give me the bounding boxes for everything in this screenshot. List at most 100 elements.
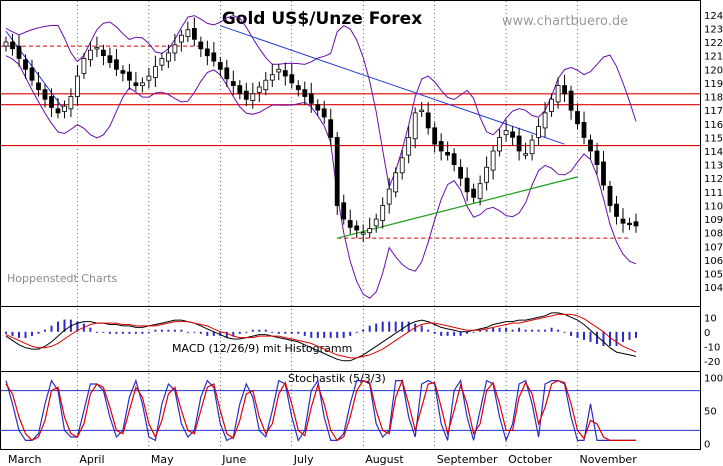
candle-body	[276, 68, 282, 73]
candle-body	[406, 136, 412, 156]
macd-histogram-bar	[531, 329, 534, 332]
candle-body	[16, 45, 22, 59]
candle-body	[88, 49, 93, 61]
candle-body	[302, 89, 308, 97]
macd-histogram-bar	[264, 329, 267, 332]
candle-body	[568, 90, 574, 111]
candle-body	[484, 166, 490, 183]
macd-histogram-bar	[342, 331, 345, 338]
price-tick-label: 1100	[704, 202, 723, 213]
stochastic-k-line	[5, 378, 636, 443]
price-tick-label: 1230	[704, 24, 723, 35]
candle-body	[438, 141, 444, 152]
macd-histogram-bar	[24, 331, 27, 338]
candle-body	[464, 177, 470, 193]
macd-histogram-bar	[303, 331, 306, 336]
macd-histogram-bar	[550, 327, 553, 332]
candle-body	[516, 135, 522, 152]
chart-title: Gold US$/Unze Forex	[222, 9, 422, 29]
candle-body	[191, 27, 197, 40]
candle-body	[107, 55, 113, 63]
price-tick-label: 1090	[704, 215, 723, 226]
macd-tick-label: -10	[704, 342, 720, 353]
price-tick-label: 1160	[704, 120, 723, 131]
macd-histogram-bar	[76, 321, 79, 332]
macd-histogram-bar	[635, 331, 637, 338]
macd-histogram-bar	[225, 331, 228, 338]
candle-body	[49, 96, 54, 108]
macd-histogram-bar	[238, 331, 241, 334]
macd-histogram-bar	[563, 331, 566, 333]
candle-body	[224, 67, 230, 80]
candle-body	[341, 202, 347, 220]
macd-histogram-bar	[498, 327, 501, 332]
month-label: October	[508, 453, 552, 466]
month-label: March	[8, 453, 42, 466]
candle-body	[445, 151, 451, 156]
candle-body	[94, 47, 100, 50]
candle-body	[159, 58, 165, 66]
candle-body	[536, 126, 541, 138]
stoch-marks	[1, 378, 700, 443]
macd-histogram-bar	[576, 331, 579, 338]
price-tick-label: 1120	[704, 174, 723, 185]
macd-histogram-bar	[362, 329, 365, 332]
macd-histogram-bar	[615, 331, 618, 346]
macd-histogram-bar	[297, 331, 300, 334]
macd-histogram-bar	[11, 331, 14, 336]
candle-body	[347, 220, 353, 228]
candle-body	[243, 90, 249, 100]
candle-body	[503, 130, 509, 136]
macd-histogram-bar	[115, 331, 118, 334]
macd-histogram-bar	[154, 329, 157, 332]
macd-histogram-bar	[310, 331, 313, 338]
macd-histogram-bar	[433, 331, 436, 334]
macd-histogram-bar	[180, 329, 183, 332]
candle-body	[198, 41, 204, 50]
macd-histogram-bar	[121, 331, 124, 334]
candle-body	[529, 139, 535, 155]
macd-histogram-bar	[251, 329, 254, 332]
macd-histogram-bar	[206, 331, 209, 336]
macd-histogram-bar	[141, 331, 144, 334]
candle-body	[542, 112, 548, 129]
macd-histogram-bar	[602, 331, 605, 346]
candle-body	[380, 205, 386, 221]
macd-histogram-bar	[518, 327, 521, 332]
march-trendline	[5, 30, 65, 111]
macd-histogram-bar	[557, 329, 560, 332]
candle-body	[146, 75, 152, 81]
macd-histogram-bar	[511, 329, 514, 332]
macd-histogram-bar	[329, 331, 332, 338]
macd-histogram-bar	[316, 331, 319, 338]
candle-body	[178, 34, 184, 43]
macd-histogram-bar	[628, 331, 631, 340]
candle-body	[373, 218, 379, 227]
price-tick-label: 1040	[704, 283, 723, 294]
month-label: April	[79, 453, 104, 466]
month-label: September	[437, 453, 498, 466]
macd-histogram-bar	[44, 329, 46, 332]
candle-body	[152, 66, 158, 78]
candle-body	[68, 96, 74, 110]
macd-marks	[5, 312, 637, 362]
macd-histogram-bar	[485, 329, 488, 332]
macd-histogram-bar	[102, 331, 105, 333]
price-tick-label: 1150	[704, 133, 723, 144]
candle-body	[510, 131, 516, 138]
candle-body	[133, 82, 139, 87]
candle-body	[588, 139, 593, 152]
macd-histogram-bar	[440, 331, 443, 336]
macd-histogram-bar	[193, 331, 196, 333]
macd-histogram-bar	[472, 331, 475, 333]
macd-histogram-bar	[537, 329, 540, 332]
candle-body	[581, 122, 587, 138]
macd-histogram-bar	[5, 331, 7, 334]
macd-histogram-bar	[505, 327, 508, 332]
macd-histogram-bar	[420, 325, 423, 332]
stochastic-tick-label: 50	[704, 407, 717, 418]
candle-body	[308, 93, 314, 104]
candle-body	[211, 52, 217, 62]
price-tick-label: 1210	[704, 52, 723, 63]
candle-body	[471, 188, 477, 198]
